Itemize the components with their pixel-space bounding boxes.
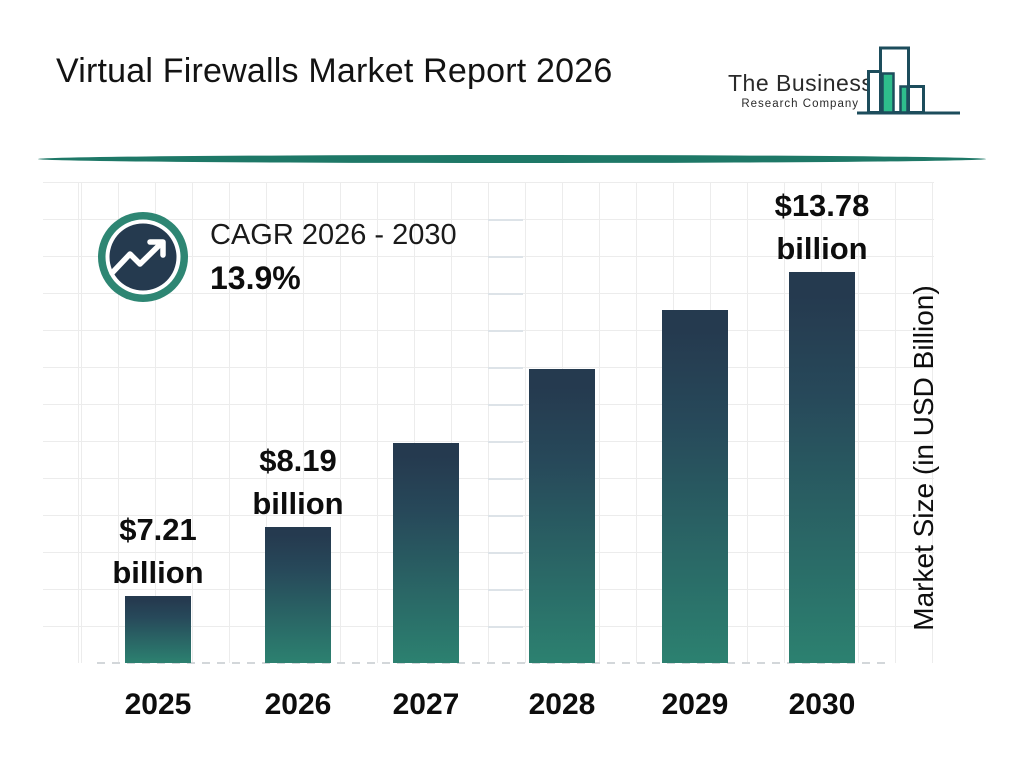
value-amount: $8.19 <box>259 443 337 478</box>
x-axis-baseline <box>97 662 887 664</box>
x-axis-label-2029: 2029 <box>661 688 729 721</box>
value-amount: $7.21 <box>119 512 197 547</box>
bar-2027 <box>393 443 459 663</box>
company-logo: The Business Research Company <box>728 40 962 118</box>
logo-bars-icon <box>857 46 960 115</box>
cagr-badge <box>97 211 189 303</box>
cagr-period-label: CAGR 2026 - 2030 <box>210 219 457 251</box>
value-label-2030: $13.78 billion <box>730 184 914 270</box>
value-unit: billion <box>252 486 344 521</box>
value-label-2026: $8.19 billion <box>206 439 390 525</box>
bar-2030 <box>789 272 855 663</box>
bar-2029 <box>662 310 728 663</box>
x-axis-label-2028: 2028 <box>528 688 596 721</box>
logo-subname: Research Company <box>741 98 859 110</box>
x-axis-label-2025: 2025 <box>124 688 192 721</box>
axis-tick-marks <box>488 219 523 631</box>
section-divider <box>38 155 986 163</box>
y-axis-label: Market Size (in USD Billion) <box>908 285 939 631</box>
value-label-2025: $7.21 billion <box>66 508 250 594</box>
logo-name: The Business <box>728 70 874 96</box>
trending-up-icon <box>98 212 188 302</box>
cagr-value: 13.9% <box>210 260 301 296</box>
value-amount: $13.78 <box>774 188 870 223</box>
value-unit: billion <box>776 231 868 266</box>
x-axis-label-2030: 2030 <box>788 688 856 721</box>
bar-2025 <box>125 596 191 663</box>
x-axis-label-2026: 2026 <box>264 688 332 721</box>
bar-2026 <box>265 527 331 663</box>
bar-2028 <box>529 369 595 663</box>
value-unit: billion <box>112 555 204 590</box>
x-axis-label-2027: 2027 <box>392 688 460 721</box>
page-title: Virtual Firewalls Market Report 2026 <box>56 52 613 90</box>
logo-text: The Business Research Company <box>728 70 874 111</box>
